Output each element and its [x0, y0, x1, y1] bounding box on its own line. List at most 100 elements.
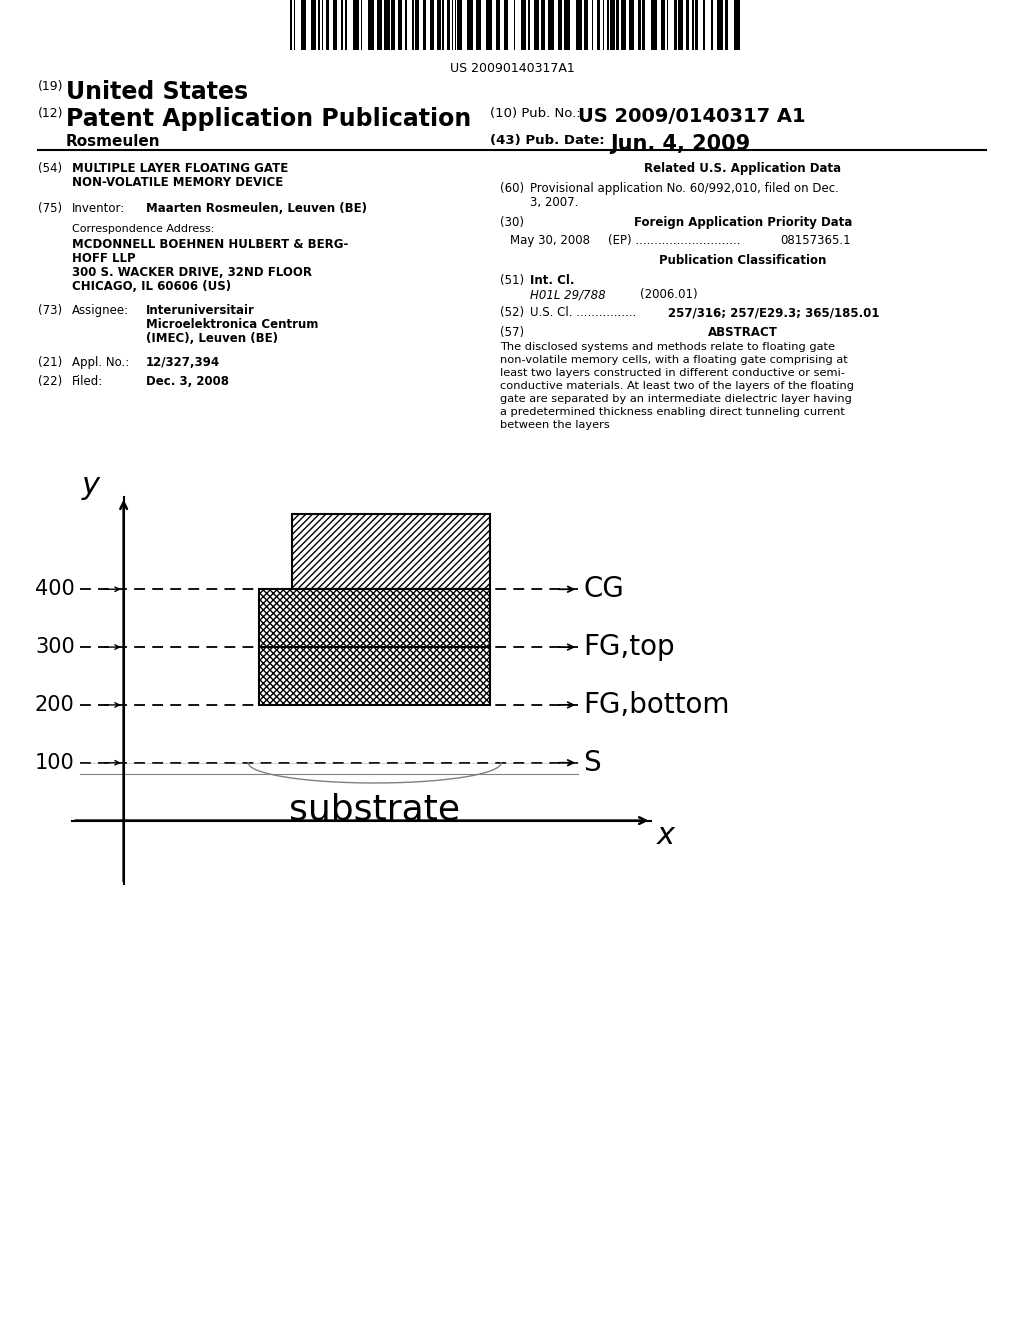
Bar	[534, 0, 539, 50]
Bar	[621, 0, 626, 50]
Bar	[406, 0, 407, 50]
Text: Patent Application Publication: Patent Application Publication	[66, 107, 471, 131]
Text: non-volatile memory cells, with a floating gate comprising at: non-volatile memory cells, with a floati…	[500, 355, 848, 366]
Text: May 30, 2008: May 30, 2008	[510, 234, 590, 247]
Text: 200: 200	[35, 694, 75, 715]
Text: CG: CG	[583, 576, 624, 603]
Bar	[607, 0, 609, 50]
Bar	[692, 0, 694, 50]
Text: 3, 2007.: 3, 2007.	[530, 195, 579, 209]
Bar	[548, 0, 554, 50]
Bar	[575, 0, 582, 50]
Text: x: x	[657, 821, 675, 850]
Text: MULTIPLE LAYER FLOATING GATE: MULTIPLE LAYER FLOATING GATE	[72, 162, 288, 176]
Bar	[711, 0, 713, 50]
Bar	[423, 0, 426, 50]
Bar	[398, 0, 402, 50]
Bar	[584, 0, 588, 50]
Bar	[353, 0, 359, 50]
Bar	[326, 0, 329, 50]
Text: FG,bottom: FG,bottom	[583, 690, 729, 719]
Text: Assignee:: Assignee:	[72, 304, 129, 317]
Bar	[290, 0, 292, 50]
Text: (75): (75)	[38, 202, 62, 215]
Bar	[541, 0, 545, 50]
Text: HOFF LLP: HOFF LLP	[72, 252, 135, 265]
Text: Provisional application No. 60/992,010, filed on Dec.: Provisional application No. 60/992,010, …	[530, 182, 839, 195]
Bar	[430, 0, 434, 50]
Text: Publication Classification: Publication Classification	[659, 253, 826, 267]
Bar	[391, 0, 395, 50]
Bar	[642, 0, 645, 50]
Text: 08157365.1: 08157365.1	[780, 234, 851, 247]
Text: (12): (12)	[38, 107, 63, 120]
Text: (73): (73)	[38, 304, 62, 317]
Text: (57): (57)	[500, 326, 524, 339]
Bar	[333, 0, 337, 50]
Bar	[678, 0, 683, 50]
Text: Filed:: Filed:	[72, 375, 103, 388]
Bar	[597, 0, 600, 50]
Text: S: S	[583, 748, 601, 776]
Text: The disclosed systems and methods relate to floating gate: The disclosed systems and methods relate…	[500, 342, 835, 352]
Text: 300: 300	[35, 638, 75, 657]
Bar	[674, 0, 677, 50]
Bar	[662, 0, 665, 50]
Text: gate are separated by an intermediate dielectric layer having: gate are separated by an intermediate di…	[500, 393, 852, 404]
Text: US 2009/0140317 A1: US 2009/0140317 A1	[578, 107, 806, 125]
Bar	[467, 0, 473, 50]
Text: FG,top: FG,top	[583, 634, 675, 661]
Bar	[301, 0, 306, 50]
Text: (43) Pub. Date:: (43) Pub. Date:	[490, 135, 604, 147]
Text: 100: 100	[35, 752, 75, 772]
Text: (10) Pub. No.:: (10) Pub. No.:	[490, 107, 581, 120]
Text: Int. Cl.: Int. Cl.	[530, 275, 574, 286]
Bar	[447, 0, 450, 50]
Bar	[564, 0, 570, 50]
Text: MCDONNELL BOEHNEN HULBERT & BERG-: MCDONNELL BOEHNEN HULBERT & BERG-	[72, 238, 348, 251]
Bar	[437, 0, 441, 50]
Bar	[717, 0, 723, 50]
Bar	[292, 513, 490, 589]
Bar	[610, 0, 615, 50]
Bar	[651, 0, 657, 50]
Text: Dec. 3, 2008: Dec. 3, 2008	[146, 375, 229, 388]
Bar	[377, 0, 382, 50]
Text: (2006.01): (2006.01)	[640, 288, 697, 301]
Bar	[725, 0, 728, 50]
Bar	[629, 0, 634, 50]
Bar	[616, 0, 618, 50]
Text: (22): (22)	[38, 375, 62, 388]
Text: United States: United States	[66, 81, 248, 104]
Text: (21): (21)	[38, 356, 62, 370]
Bar	[496, 0, 500, 50]
Text: a predetermined thickness enabling direct tunneling current: a predetermined thickness enabling direc…	[500, 407, 845, 417]
Text: between the layers: between the layers	[500, 420, 609, 430]
Text: y: y	[82, 471, 99, 500]
Bar	[345, 0, 347, 50]
Text: ABSTRACT: ABSTRACT	[708, 326, 778, 339]
Text: (60): (60)	[500, 182, 524, 195]
Text: (19): (19)	[38, 81, 63, 92]
Bar	[311, 0, 316, 50]
Bar	[442, 0, 444, 50]
Text: 400: 400	[35, 579, 75, 599]
Text: 300 S. WACKER DRIVE, 32ND FLOOR: 300 S. WACKER DRIVE, 32ND FLOOR	[72, 267, 312, 279]
Bar	[341, 0, 343, 50]
Bar	[504, 0, 508, 50]
Text: H01L 29/788: H01L 29/788	[530, 288, 605, 301]
Text: U.S. Cl. ................: U.S. Cl. ................	[530, 306, 636, 319]
Bar	[412, 0, 414, 50]
Text: 257/316; 257/E29.3; 365/185.01: 257/316; 257/E29.3; 365/185.01	[668, 306, 880, 319]
Bar	[457, 0, 462, 50]
Text: US 20090140317A1: US 20090140317A1	[450, 62, 574, 75]
Text: Appl. No.:: Appl. No.:	[72, 356, 129, 370]
Text: Interuniversitair: Interuniversitair	[146, 304, 255, 317]
Text: substrate: substrate	[289, 792, 460, 826]
Text: (IMEC), Leuven (BE): (IMEC), Leuven (BE)	[146, 333, 278, 345]
Text: CHICAGO, IL 60606 (US): CHICAGO, IL 60606 (US)	[72, 280, 231, 293]
Text: conductive materials. At least two of the layers of the floating: conductive materials. At least two of th…	[500, 381, 854, 391]
Bar	[318, 0, 319, 50]
Text: Maarten Rosmeulen, Leuven (BE): Maarten Rosmeulen, Leuven (BE)	[146, 202, 367, 215]
Bar	[528, 0, 530, 50]
